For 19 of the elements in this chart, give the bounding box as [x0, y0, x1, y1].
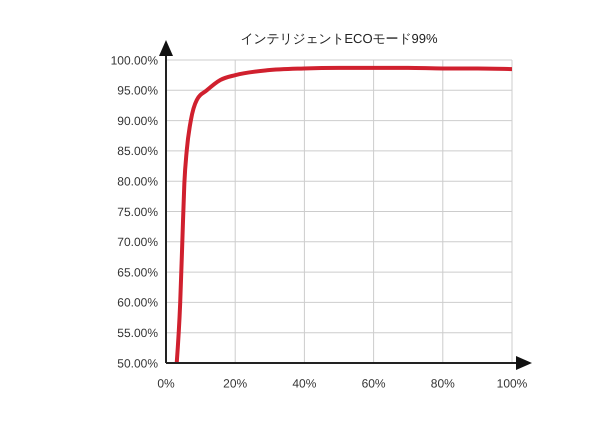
y-tick-label: 85.00% — [117, 144, 158, 158]
x-tick-label: 80% — [430, 376, 456, 391]
x-tick-label: 0% — [157, 376, 175, 391]
y-tick-label: 80.00% — [117, 174, 158, 188]
y-tick-label: 55.00% — [117, 326, 158, 340]
y-tick-label: 50.00% — [117, 356, 158, 370]
x-tick-label: 60% — [362, 376, 386, 391]
y-tick-label: 95.00% — [117, 84, 158, 98]
y-tick-label: 60.00% — [117, 296, 158, 310]
x-tick-label: 100% — [496, 376, 528, 391]
y-tick-label: 75.00% — [117, 204, 158, 219]
y-tick-label: 100.00% — [110, 53, 158, 68]
y-tick-label: 65.00% — [117, 265, 158, 280]
y-tick-label: 90.00% — [117, 114, 158, 128]
x-tick-label: 20% — [223, 376, 248, 391]
chart-title: インテリジェントECOモード99% — [239, 30, 439, 48]
y-tick-label: 70.00% — [117, 235, 158, 250]
line-series — [174, 66, 512, 363]
x-tick-label: 40% — [292, 376, 317, 391]
